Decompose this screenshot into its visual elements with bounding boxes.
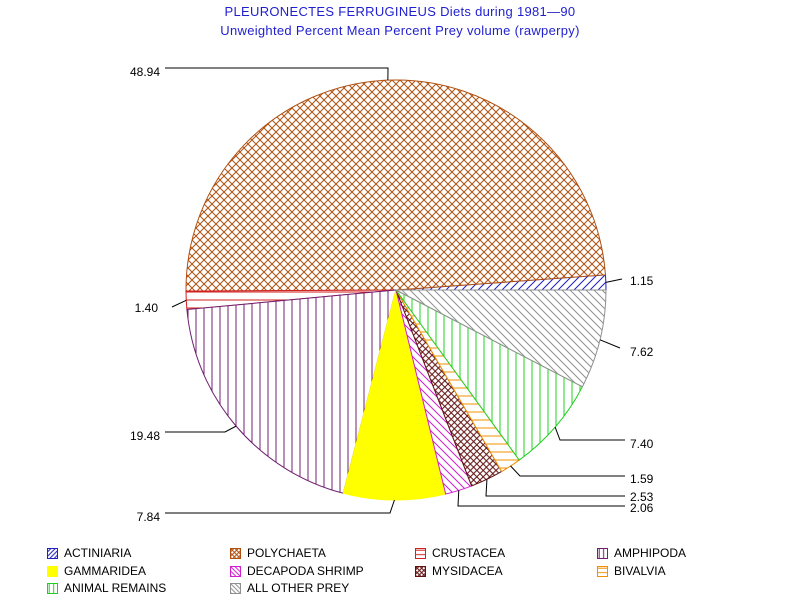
leader-line-actiniaria [605,278,623,283]
pie-slice-all-other-prey [395,289,607,388]
leader-line-bivalvia [510,465,625,477]
leader-line-polychaeta [165,67,389,81]
leader-line-crustacea [171,299,187,308]
data-label-amphipoda: 19.48 [130,429,160,443]
data-label-bivalvia: 1.59 [630,472,654,486]
pie-slice-gammaridea [342,289,447,501]
leader-line-all-other-prey [599,339,621,349]
pie-slice-polychaeta [185,79,606,292]
data-label-decapoda-shrimp: 2.06 [630,501,654,515]
data-label-all-other-prey: 7.62 [630,345,654,359]
data-label-animal-remains: 7.40 [630,437,654,451]
leader-line-amphipoda [165,425,237,433]
leader-line-gammaridea [165,499,395,514]
leader-line-decapoda-shrimp [457,490,625,507]
data-label-gammaridea: 7.84 [137,510,161,524]
data-label-crustacea: 1.40 [135,301,159,315]
chart-subtitle: Unweighted Percent Mean Percent Prey vol… [220,23,580,38]
data-label-polychaeta: 48.94 [130,65,160,79]
data-label-actiniaria: 1.15 [630,274,654,288]
data-label-mysidacea: 2.53 [630,490,654,504]
pie-slice-animal-remains [395,289,584,461]
leader-line-mysidacea [485,479,625,497]
chart-title: PLEURONECTES FERRUGINEUS Diets during 19… [224,4,576,19]
leader-line-animal-remains [554,426,625,441]
